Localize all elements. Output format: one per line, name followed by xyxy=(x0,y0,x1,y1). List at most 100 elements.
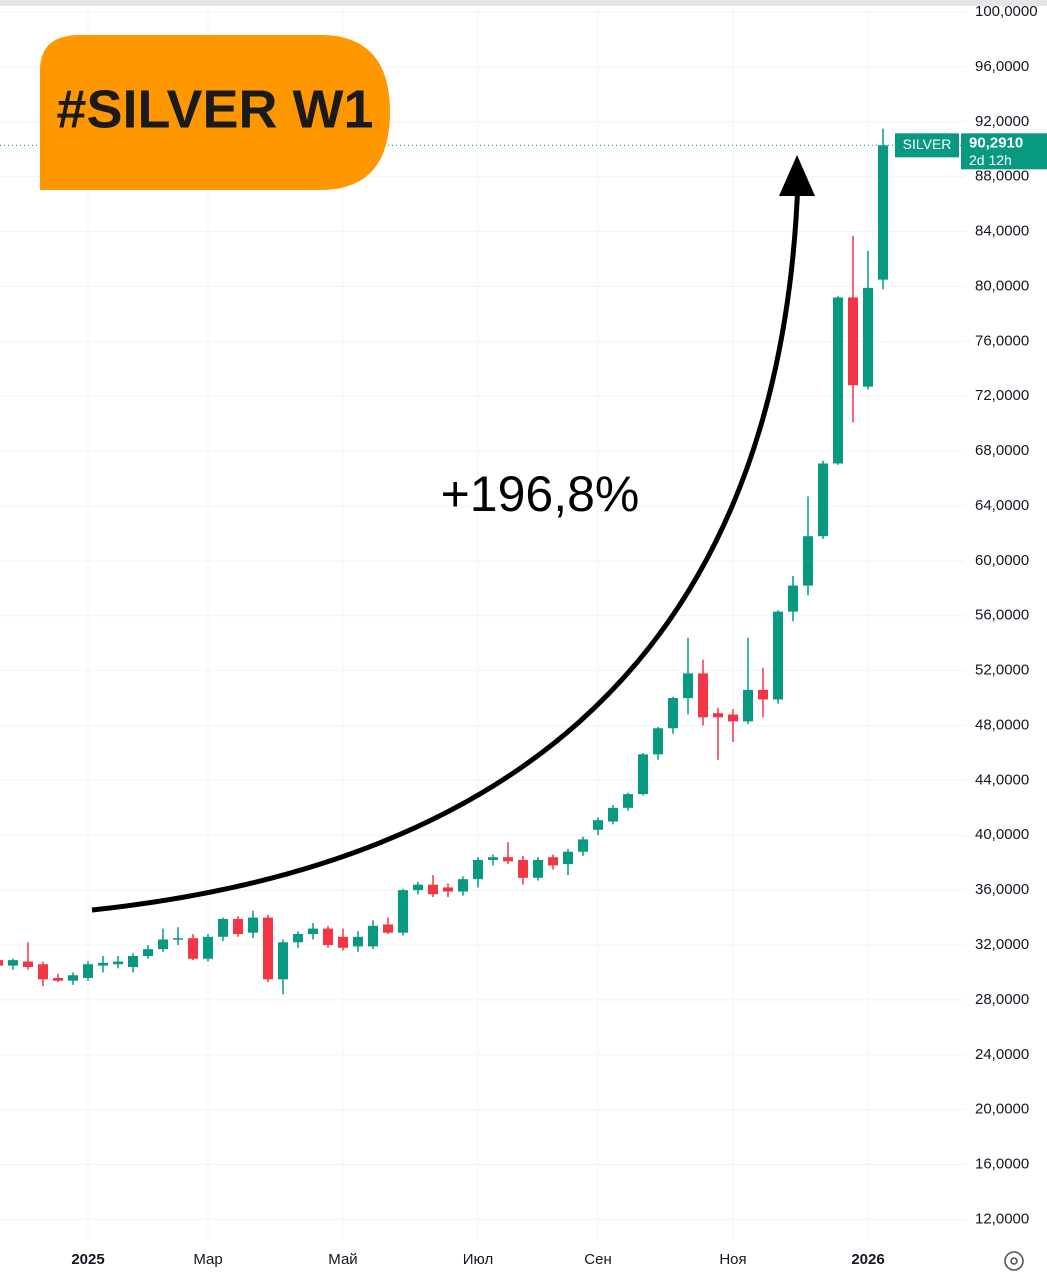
candle-body xyxy=(53,977,63,981)
candle-body xyxy=(173,938,183,940)
candle-body xyxy=(233,918,243,935)
x-tick-label: 2026 xyxy=(851,1251,884,1268)
symbol-label: SILVER xyxy=(903,136,952,152)
candle-body xyxy=(473,859,483,880)
y-tick-label: 96,0000 xyxy=(975,58,1029,75)
candle-body xyxy=(518,859,528,878)
candle-body xyxy=(833,297,843,464)
candle-body xyxy=(593,820,603,830)
symbol-tag xyxy=(895,133,959,158)
y-tick-label: 76,0000 xyxy=(975,332,1029,349)
candle-body xyxy=(368,925,378,947)
candle-body xyxy=(398,890,408,933)
y-tick-label: 28,0000 xyxy=(975,991,1029,1008)
settings-icon[interactable] xyxy=(1004,1251,1024,1271)
candle-body xyxy=(0,960,3,966)
title-badge xyxy=(40,35,390,190)
candle-body xyxy=(443,887,453,892)
candle-body xyxy=(218,918,228,937)
candle-body xyxy=(683,673,693,699)
y-tick-label: 72,0000 xyxy=(975,387,1029,404)
y-tick-label: 20,0000 xyxy=(975,1101,1029,1118)
candle-body xyxy=(548,857,558,866)
y-tick-label: 48,0000 xyxy=(975,716,1029,733)
y-tick-label: 56,0000 xyxy=(975,607,1029,624)
candle-body xyxy=(188,938,198,959)
candle-body xyxy=(308,928,318,935)
candle-body xyxy=(113,961,123,965)
candle-body xyxy=(773,611,783,700)
candle-body xyxy=(758,689,768,700)
x-tick-label: Май xyxy=(328,1251,357,1268)
candle-body xyxy=(488,857,498,860)
x-tick-label: 2025 xyxy=(71,1251,104,1268)
candle-body xyxy=(878,145,888,280)
settings-icon-center xyxy=(1010,1257,1018,1265)
candle-body xyxy=(38,964,48,980)
candle-body xyxy=(158,939,168,950)
candle-body xyxy=(848,297,858,386)
x-tick-label: Июл xyxy=(463,1251,493,1268)
candle-body xyxy=(338,936,348,948)
candle-body xyxy=(128,956,138,967)
candles xyxy=(0,128,965,995)
y-tick-label: 92,0000 xyxy=(975,113,1029,130)
price-tag xyxy=(961,133,1047,170)
y-tick-label: 16,0000 xyxy=(975,1156,1029,1173)
candle-body xyxy=(818,463,828,537)
candle-body xyxy=(698,673,708,718)
y-tick-label: 40,0000 xyxy=(975,826,1029,843)
chart-title: #SILVER W1 xyxy=(56,79,373,139)
candle-body xyxy=(23,961,33,967)
candle-body xyxy=(713,713,723,718)
candle-body xyxy=(503,857,513,862)
x-tick-label: Мар xyxy=(193,1251,222,1268)
candle-body xyxy=(98,962,108,966)
candle-body xyxy=(608,807,618,822)
candle-body xyxy=(353,936,363,947)
candle-body xyxy=(668,698,678,729)
top-edge xyxy=(0,0,1047,6)
x-axis: 2025 Мар Май Июл Сен Ноя 2026 xyxy=(71,1251,884,1268)
y-tick-label: 84,0000 xyxy=(975,223,1029,240)
y-tick-label: 36,0000 xyxy=(975,881,1029,898)
candle-body xyxy=(278,942,288,980)
candle-body xyxy=(383,924,393,933)
candle-body xyxy=(788,585,798,612)
candle-body xyxy=(458,879,468,892)
candle-body xyxy=(413,884,423,891)
y-tick-label: 60,0000 xyxy=(975,552,1029,569)
y-tick-label: 88,0000 xyxy=(975,168,1029,185)
arrow-head xyxy=(779,155,815,196)
y-tick-label: 24,0000 xyxy=(975,1046,1029,1063)
y-tick-label: 64,0000 xyxy=(975,497,1029,514)
x-tick-label: Сен xyxy=(584,1251,611,1268)
countdown: 2d 12h xyxy=(969,152,1012,168)
y-tick-label: 100,0000 xyxy=(975,3,1038,20)
candle-body xyxy=(863,287,873,387)
candle-body xyxy=(578,839,588,852)
candle-body xyxy=(563,851,573,865)
y-tick-label: 32,0000 xyxy=(975,936,1029,953)
candle-body xyxy=(728,714,738,722)
candle-body xyxy=(323,928,333,946)
growth-arrow xyxy=(91,179,801,913)
y-tick-label: 68,0000 xyxy=(975,442,1029,459)
candle-body xyxy=(293,934,303,943)
candle-body xyxy=(638,754,648,795)
candle-body xyxy=(203,936,213,959)
candle-body xyxy=(83,964,93,978)
last-price-label: 90,2910 xyxy=(969,134,1023,151)
candle-body xyxy=(68,975,78,981)
candle-body xyxy=(8,960,18,966)
candle-body xyxy=(428,884,438,895)
y-axis: 12,0000 16,0000 20,0000 24,0000 28,0000 32,00… xyxy=(895,3,1047,1227)
candle-body xyxy=(653,728,663,755)
y-tick-label: 80,0000 xyxy=(975,277,1029,294)
y-tick-label: 52,0000 xyxy=(975,662,1029,679)
annotation: +196,8% xyxy=(441,466,640,522)
x-tick-label: Ноя xyxy=(719,1251,746,1268)
